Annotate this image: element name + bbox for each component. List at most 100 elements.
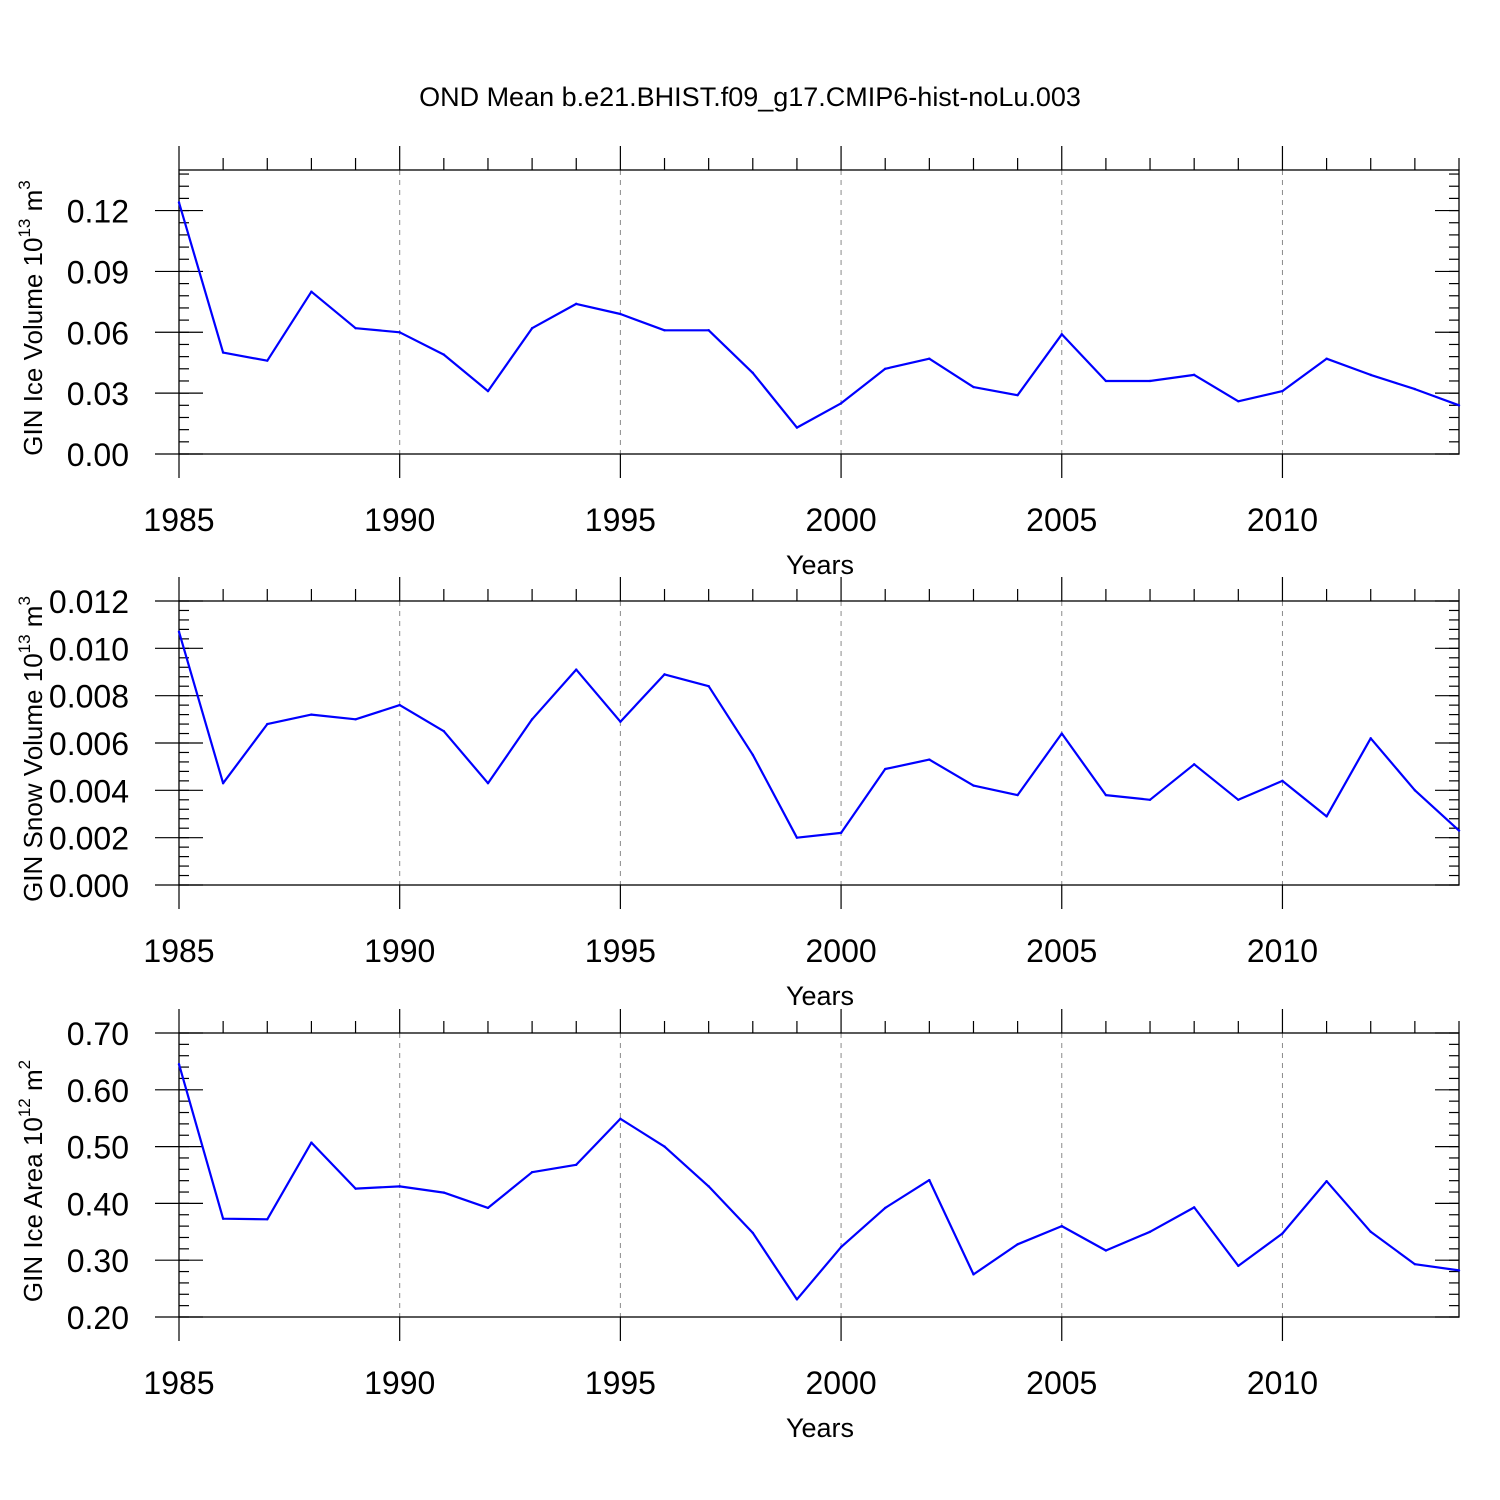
- y-axis-label-text: GIN Snow Volume 10: [18, 653, 48, 902]
- data-point-2005: [1060, 732, 1063, 735]
- y-tick-label: 0.06: [67, 315, 129, 351]
- x-tick-label: 1990: [364, 502, 435, 538]
- data-point-2009: [1237, 1264, 1240, 1268]
- data-point-2007: [1148, 379, 1152, 383]
- figure-title: OND Mean b.e21.BHIST.f09_g17.CMIP6-hist-…: [419, 82, 1081, 112]
- x-axis-label: Years: [786, 1413, 854, 1443]
- data-point-2011: [1325, 815, 1328, 818]
- data-point-1986: [221, 782, 225, 785]
- y-axis-label-superscript: 3: [15, 596, 34, 605]
- data-point-2001: [884, 1206, 887, 1210]
- data-point-1989: [354, 1187, 357, 1190]
- data-point-1986: [221, 1217, 225, 1220]
- chart-panel-3: 1985 1990 1995 2000 2005 2010 Years 0.20 0.30 0.4…: [15, 1009, 1461, 1443]
- data-point-1987: [266, 359, 269, 362]
- data-point-2013: [1413, 789, 1417, 792]
- data-point-1985: [177, 201, 181, 204]
- y-axis-label-superscript: 12: [15, 1098, 34, 1117]
- series-line: [177, 630, 1461, 839]
- data-point-2013: [1413, 387, 1417, 391]
- x-tick-label: 1995: [585, 1365, 656, 1401]
- data-point-1987: [266, 722, 269, 726]
- data-point-1996: [663, 673, 666, 676]
- data-point-2004: [1016, 1243, 1019, 1246]
- data-point-2000: [839, 831, 843, 835]
- x-tick-label: 1985: [143, 933, 214, 969]
- data-point-1988: [310, 713, 313, 716]
- y-tick-label: 0.70: [67, 1016, 129, 1052]
- x-tick-label: 1995: [585, 933, 656, 969]
- data-point-2003: [972, 1273, 975, 1276]
- data-point-1992: [486, 782, 490, 785]
- data-point-1993: [530, 327, 534, 330]
- series-line: [177, 1063, 1461, 1301]
- y-tick-label: 0.03: [67, 376, 129, 412]
- data-point-1994: [575, 668, 578, 671]
- y-tick-label: 0.012: [49, 584, 129, 620]
- x-tick-label: 2000: [805, 933, 876, 969]
- x-tick-label: 2000: [805, 1365, 876, 1401]
- y-axis-label-superscript: 3: [15, 180, 34, 189]
- data-point-2010: [1281, 779, 1284, 783]
- data-point-1990: [398, 703, 401, 707]
- data-point-2014: [1457, 404, 1461, 407]
- data-point-1998: [751, 371, 754, 375]
- data-point-1993: [530, 718, 534, 721]
- y-axis-label-text: GIN Ice Area 10: [18, 1117, 48, 1302]
- y-tick-label: 0.60: [67, 1073, 129, 1109]
- y-tick-label: 0.00: [67, 437, 129, 473]
- data-point-1999: [795, 1298, 799, 1301]
- y-tick-label: 0.12: [67, 194, 129, 230]
- data-point-1998: [751, 1231, 754, 1235]
- x-tick-label: 2005: [1026, 1365, 1097, 1401]
- data-point-2012: [1369, 1230, 1372, 1234]
- data-point-1994: [575, 1163, 578, 1166]
- y-tick-label: 0.004: [49, 773, 129, 809]
- data-point-2008: [1192, 1206, 1196, 1209]
- data-point-1997: [707, 329, 710, 332]
- data-point-1991: [442, 353, 446, 356]
- data-point-2008: [1192, 373, 1196, 377]
- data-point-2012: [1369, 737, 1372, 740]
- y-tick-label: 0.000: [49, 868, 129, 904]
- data-point-1985: [177, 630, 181, 633]
- y-tick-label: 0.50: [67, 1130, 129, 1166]
- data-point-1986: [221, 351, 225, 354]
- y-tick-label: 0.40: [67, 1186, 129, 1222]
- y-tick-label: 0.008: [49, 679, 129, 715]
- data-point-2002: [928, 758, 931, 761]
- data-point-2007: [1148, 798, 1152, 801]
- y-axis-label-text: m: [18, 1069, 48, 1098]
- data-point-2003: [972, 385, 975, 389]
- y-tick-label: 0.20: [67, 1300, 129, 1336]
- y-axis-label-superscript: 13: [15, 634, 34, 653]
- data-point-1992: [486, 1206, 490, 1210]
- data-point-2002: [928, 1178, 931, 1182]
- data-point-1998: [751, 753, 754, 757]
- data-point-2004: [1016, 793, 1019, 797]
- data-point-2006: [1104, 1249, 1108, 1252]
- data-point-2011: [1325, 357, 1328, 360]
- data-point-2001: [884, 767, 887, 771]
- chart-panel-1: 1985 1990 1995 2000 2005 2010 Years 0.00 0.03 0.0…: [15, 146, 1461, 580]
- data-point-2006: [1104, 793, 1108, 797]
- x-tick-label: 2010: [1247, 1365, 1318, 1401]
- data-point-2009: [1237, 798, 1240, 801]
- data-point-1999: [795, 836, 799, 839]
- data-point-1994: [575, 302, 578, 306]
- data-point-2011: [1325, 1180, 1328, 1183]
- series-line: [177, 201, 1461, 429]
- data-point-2014: [1457, 829, 1461, 832]
- y-axis-label: GIN Ice Area 1012 m2: [15, 1060, 48, 1302]
- data-point-2013: [1413, 1262, 1417, 1266]
- data-point-1988: [310, 290, 313, 293]
- y-axis-label-text: m: [18, 190, 48, 219]
- data-point-2006: [1104, 379, 1108, 383]
- chart-panel-2: 1985 1990 1995 2000 2005 2010 Years 0.000 0.002 0…: [15, 577, 1461, 1011]
- x-tick-label: 2005: [1026, 502, 1097, 538]
- data-point-2008: [1192, 763, 1196, 766]
- data-point-2001: [884, 367, 887, 370]
- x-tick-label: 1985: [143, 1365, 214, 1401]
- x-tick-label: 1995: [585, 502, 656, 538]
